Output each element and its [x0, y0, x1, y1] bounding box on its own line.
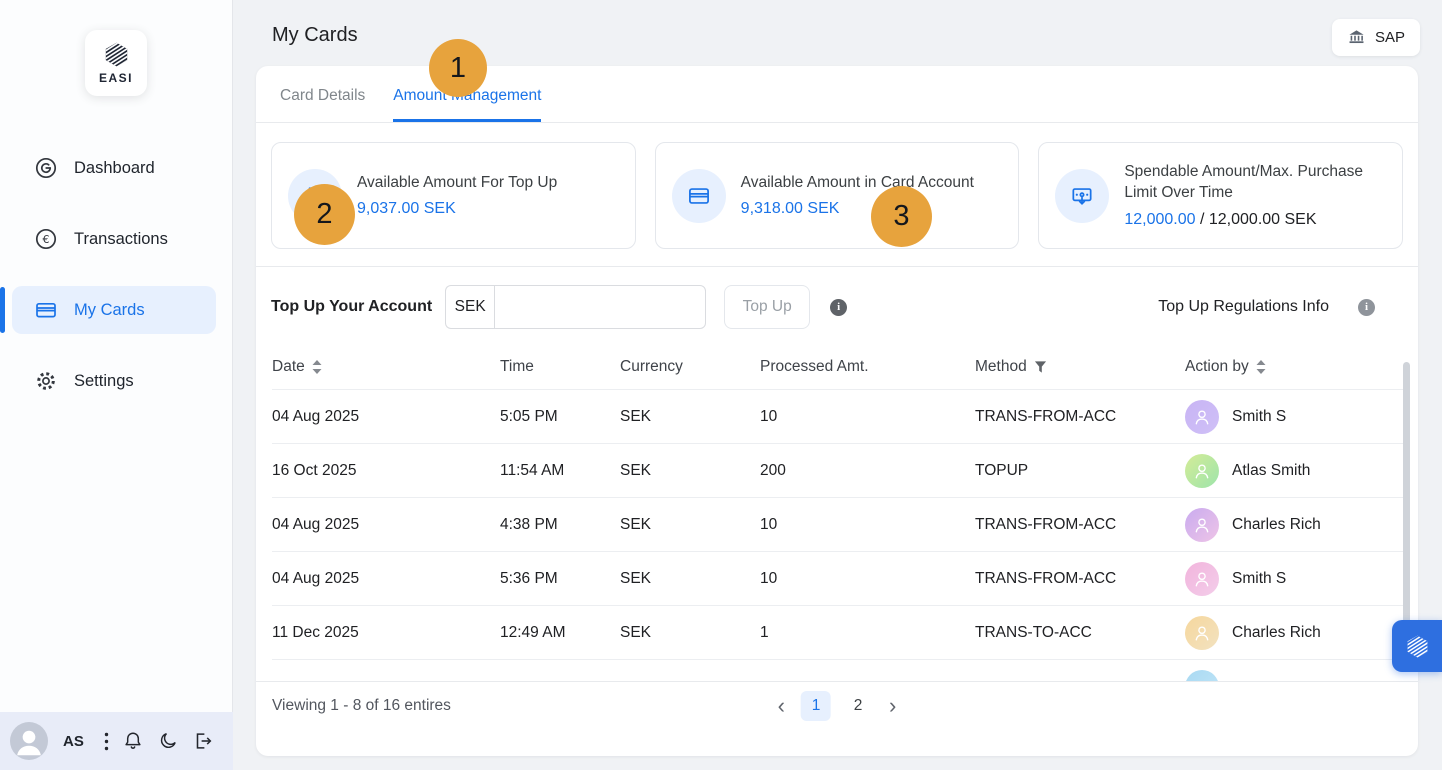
- col-header-date[interactable]: Date: [272, 343, 500, 390]
- person-avatar: [1185, 453, 1219, 488]
- sort-icon: [1256, 360, 1266, 374]
- topup-amount-input[interactable]: [494, 285, 707, 329]
- person-avatar: [1185, 615, 1219, 650]
- regulations-label: Top Up Regulations Info: [1158, 298, 1329, 315]
- credit-card-icon: [671, 168, 726, 223]
- floating-easi-button[interactable]: [1392, 620, 1442, 672]
- stat-card-card-account: Available Amount in Card Account 9,318.0…: [654, 142, 1020, 249]
- col-header-time: Time: [500, 358, 534, 375]
- sidebar: EASI Dashboard € Transactions: [0, 0, 233, 770]
- topup-label: Top Up Your Account: [271, 298, 433, 315]
- topup-input-group: SEK: [445, 285, 707, 329]
- user-strip: AS: [0, 712, 233, 770]
- active-indicator-bar: [0, 287, 5, 333]
- user-avatar[interactable]: [10, 722, 48, 760]
- table-footer: Viewing 1 - 8 of 16 entires ‹ 1 2 ›: [256, 681, 1418, 730]
- card-icon: [34, 298, 58, 322]
- prev-page-chevron[interactable]: ‹: [777, 693, 785, 718]
- step-badge-2: 2: [294, 184, 355, 245]
- table-row: 11 Dec 2025 12:49 AM SEK 1 TRANS-TO-ACC Char…: [272, 605, 1403, 660]
- sidebar-item-label: My Cards: [74, 300, 145, 319]
- kebab-menu-icon[interactable]: [104, 732, 109, 751]
- sidebar-nav: Dashboard € Transactions My Cards: [0, 144, 232, 405]
- settings-gear-icon: [34, 369, 58, 393]
- sap-button[interactable]: SAP: [1331, 19, 1420, 56]
- sort-icon: [312, 360, 322, 374]
- currency-prefix: SEK: [445, 285, 495, 329]
- sidebar-item-label: Dashboard: [74, 158, 155, 177]
- step-badge-3: 3: [871, 186, 932, 247]
- person-avatar: [1185, 507, 1219, 542]
- stat-title: Available Amount For Top Up: [357, 173, 558, 191]
- transactions-icon: €: [34, 227, 58, 251]
- svg-text:€: €: [43, 233, 50, 246]
- user-initials: AS: [63, 732, 84, 750]
- table-row-partial: [272, 659, 1403, 681]
- viewing-count-text: Viewing 1 - 8 of 16 entires: [272, 697, 451, 714]
- content-card: Card Details Amount Management Available…: [256, 66, 1418, 756]
- person-avatar: [1185, 561, 1219, 596]
- notifications-bell-icon[interactable]: [122, 730, 144, 752]
- stat-value: 9,037.00 SEK: [357, 200, 456, 218]
- topup-button[interactable]: Top Up: [724, 285, 811, 329]
- stat-value: 9,318.00 SEK: [740, 200, 840, 218]
- app-logo: EASI: [85, 30, 147, 96]
- dashboard-icon: [34, 156, 58, 180]
- sidebar-item-label: Transactions: [74, 229, 168, 248]
- page-title: My Cards: [272, 24, 358, 46]
- easi-hexagon-icon: [1405, 634, 1430, 659]
- person-avatar: [1185, 399, 1219, 434]
- tab-amount-management[interactable]: Amount Management: [393, 87, 542, 122]
- sidebar-item-transactions[interactable]: € Transactions: [12, 215, 216, 263]
- topup-row: Top Up Your Account SEK Top Up i Top Up …: [271, 285, 1403, 329]
- main-area: My Cards SAP Card Details Amount Managem…: [233, 0, 1442, 770]
- filter-funnel-icon: [1034, 361, 1046, 373]
- col-header-method[interactable]: Method: [975, 343, 1185, 390]
- stat-cards-row: Available Amount For Top Up 9,037.00 SEK…: [271, 142, 1404, 249]
- stat-title: Spendable Amount/Max. Purchase Limit Ove…: [1124, 163, 1364, 201]
- sap-button-label: SAP: [1374, 29, 1405, 46]
- person-avatar: [1185, 669, 1219, 681]
- table-row: 04 Aug 2025 4:38 PM SEK 10 TRANS-FROM-ACC Ch…: [272, 497, 1403, 552]
- sidebar-item-label: Settings: [74, 371, 134, 390]
- table-scrollbar[interactable]: [1403, 362, 1410, 668]
- col-header-currency: Currency: [620, 358, 683, 375]
- sidebar-item-dashboard[interactable]: Dashboard: [12, 144, 216, 192]
- easi-hexagon-icon: [103, 41, 130, 68]
- dark-mode-moon-icon[interactable]: [157, 730, 179, 752]
- table-row: 16 Oct 2025 11:54 AM SEK 200 TOPUP Atlas Smi…: [272, 443, 1403, 498]
- section-divider: [256, 266, 1418, 267]
- transactions-table: Date Time Currency Processed Amt. Method: [272, 343, 1403, 681]
- step-badge-1: 1: [429, 39, 487, 97]
- stat-card-spendable-limit: Spendable Amount/Max. Purchase Limit Ove…: [1038, 142, 1404, 249]
- tab-card-details[interactable]: Card Details: [280, 87, 366, 104]
- table-row: 04 Aug 2025 5:36 PM SEK 10 TRANS-FROM-ACC Sm…: [272, 551, 1403, 606]
- stat-title: Available Amount in Card Account: [740, 173, 974, 191]
- tab-bar: Card Details Amount Management: [256, 66, 1418, 123]
- page-1-button[interactable]: 1: [801, 691, 831, 721]
- table-row: 04 Aug 2025 5:05 PM SEK 10 TRANS-FROM-ACC Sm…: [272, 389, 1403, 444]
- sidebar-item-settings[interactable]: Settings: [12, 357, 216, 405]
- logo-wordmark: EASI: [98, 71, 133, 85]
- col-header-processed-amt: Processed Amt.: [760, 358, 869, 375]
- pagination: ‹ 1 2 ›: [774, 691, 901, 721]
- regulations-info-icon[interactable]: i: [1358, 298, 1375, 316]
- next-page-chevron[interactable]: ›: [889, 693, 897, 718]
- topup-regulations: Top Up Regulations Info i: [1158, 298, 1375, 316]
- sidebar-item-my-cards[interactable]: My Cards: [0, 286, 216, 334]
- cash-withdrawal-icon: [1055, 168, 1110, 223]
- logout-icon[interactable]: [192, 730, 214, 752]
- page-2-button[interactable]: 2: [853, 697, 863, 714]
- bank-icon: [1347, 28, 1366, 47]
- col-header-action-by[interactable]: Action by: [1185, 343, 1403, 390]
- topup-info-icon[interactable]: i: [830, 298, 848, 316]
- stat-value: 12,000.00 / 12,000.00 SEK: [1124, 210, 1317, 228]
